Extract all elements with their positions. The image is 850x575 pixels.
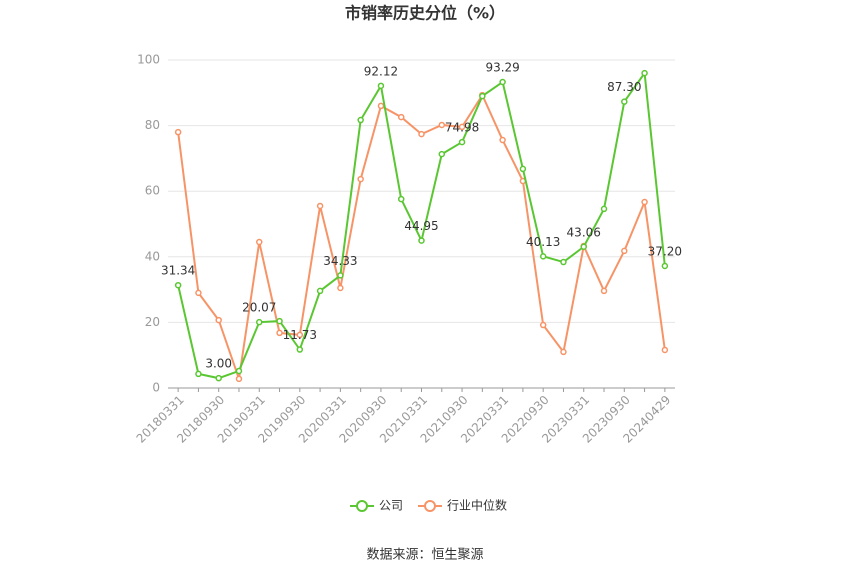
y-tick-label: 60 — [145, 184, 160, 198]
point — [357, 175, 364, 183]
data-label: 3.00 — [205, 357, 232, 371]
point — [296, 331, 304, 339]
point — [560, 348, 567, 356]
y-tick-label: 80 — [145, 118, 160, 132]
point — [256, 238, 263, 246]
point — [519, 165, 527, 173]
point — [235, 375, 243, 383]
point — [479, 92, 486, 100]
point — [418, 130, 425, 138]
y-tick-label: 100 — [137, 53, 160, 67]
point — [195, 289, 202, 297]
point — [357, 116, 364, 124]
point — [235, 367, 243, 375]
data-label: 93.29 — [485, 61, 519, 75]
point — [641, 69, 648, 77]
legend-item: 公司 — [350, 499, 403, 513]
data-label: 34.33 — [323, 254, 357, 268]
point — [174, 281, 182, 289]
point — [580, 243, 587, 251]
legend-marker — [356, 500, 368, 512]
point — [661, 262, 669, 270]
legend-marker — [424, 500, 436, 512]
point — [661, 346, 669, 354]
data-label: 43.06 — [567, 225, 601, 239]
point — [641, 198, 648, 206]
legend-label: 公司 — [379, 499, 403, 513]
point — [377, 82, 385, 90]
data-label: 37.20 — [648, 244, 682, 258]
data-label: 11.73 — [283, 328, 317, 342]
y-tick-label: 40 — [145, 249, 160, 263]
point — [539, 321, 547, 329]
point — [174, 128, 182, 136]
point — [499, 136, 506, 144]
point — [438, 121, 446, 129]
data-label: 87.30 — [607, 80, 641, 94]
point — [499, 78, 506, 86]
data-label: 44.95 — [404, 219, 438, 233]
data-label: 40.13 — [526, 235, 560, 249]
point — [316, 202, 324, 210]
point — [256, 318, 263, 326]
point — [458, 138, 466, 146]
point — [276, 317, 283, 325]
point — [560, 258, 567, 266]
data-label: 92.12 — [364, 64, 398, 78]
point — [458, 123, 466, 131]
point — [418, 237, 425, 244]
data-label: 31.34 — [161, 264, 195, 278]
point — [397, 195, 405, 203]
point — [621, 98, 628, 105]
source-note: 数据来源：恒生聚源 — [366, 548, 483, 563]
point — [195, 370, 202, 378]
legend-item: 行业中位数 — [418, 498, 507, 513]
point — [438, 150, 446, 158]
legend-label: 行业中位数 — [447, 498, 507, 513]
point — [215, 316, 222, 324]
point — [337, 284, 344, 292]
point — [621, 247, 628, 255]
point — [397, 113, 405, 121]
point — [539, 253, 547, 260]
point — [276, 329, 283, 337]
data-label: 74.98 — [445, 121, 479, 135]
y-tick-label: 20 — [145, 315, 160, 329]
point — [600, 287, 608, 295]
chart-title: 市销率历史分位（%） — [345, 4, 505, 23]
point — [316, 287, 324, 295]
point — [600, 205, 608, 213]
point — [377, 102, 385, 110]
point — [296, 346, 304, 353]
y-tick-label: 0 — [152, 381, 160, 395]
data-label: 20.07 — [242, 301, 276, 315]
point — [337, 272, 344, 279]
point — [215, 374, 222, 382]
